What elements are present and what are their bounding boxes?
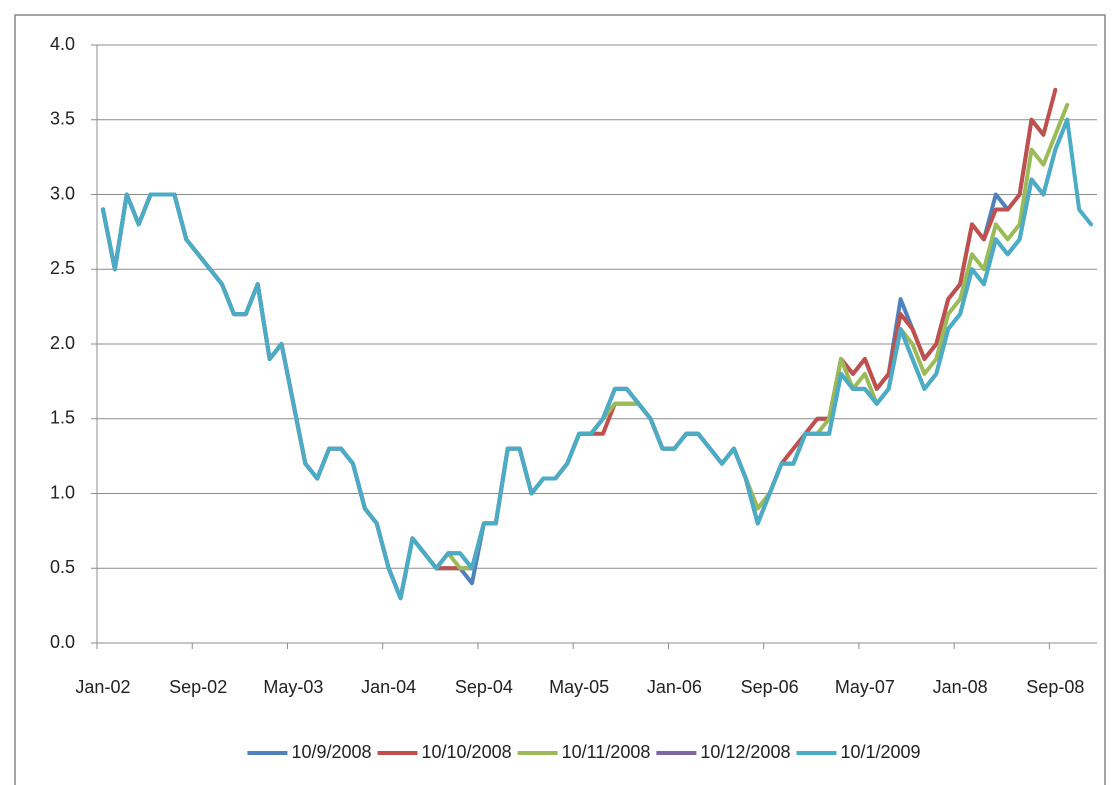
y-tick-label: 1.5 — [50, 408, 75, 428]
x-tick-label: Sep-02 — [169, 677, 227, 697]
series-line — [100, 117, 1046, 601]
y-tick-label: 3.0 — [50, 183, 75, 203]
y-tick-label: 2.0 — [50, 333, 75, 353]
y-tick-label: 0.0 — [50, 632, 75, 652]
series-line — [100, 117, 1094, 601]
x-tick-label: May-05 — [549, 677, 609, 697]
x-tick-label: Jan-04 — [361, 677, 416, 697]
x-tick-label: Sep-08 — [1026, 677, 1084, 697]
x-tick-label: May-07 — [835, 677, 895, 697]
x-tick-label: Jan-02 — [75, 677, 130, 697]
legend-label: 10/11/2008 — [562, 742, 651, 762]
y-tick-label: 4.0 — [50, 34, 75, 54]
x-tick-label: Sep-04 — [455, 677, 513, 697]
y-tick-label: 2.5 — [50, 258, 75, 278]
y-tick-label: 3.5 — [50, 109, 75, 129]
legend-label: 10/9/2008 — [291, 742, 371, 762]
x-tick-label: Jan-08 — [933, 677, 988, 697]
x-tick-label: May-03 — [263, 677, 323, 697]
x-tick-label: Jan-06 — [647, 677, 702, 697]
legend-label: 10/10/2008 — [422, 742, 512, 762]
y-tick-label: 0.5 — [50, 557, 75, 577]
y-tick-label: 1.0 — [50, 482, 75, 502]
legend-label: 10/1/2009 — [840, 742, 920, 762]
legend-label: 10/12/2008 — [700, 742, 790, 762]
chart-frame — [14, 14, 1106, 785]
x-tick-label: Sep-06 — [741, 677, 799, 697]
